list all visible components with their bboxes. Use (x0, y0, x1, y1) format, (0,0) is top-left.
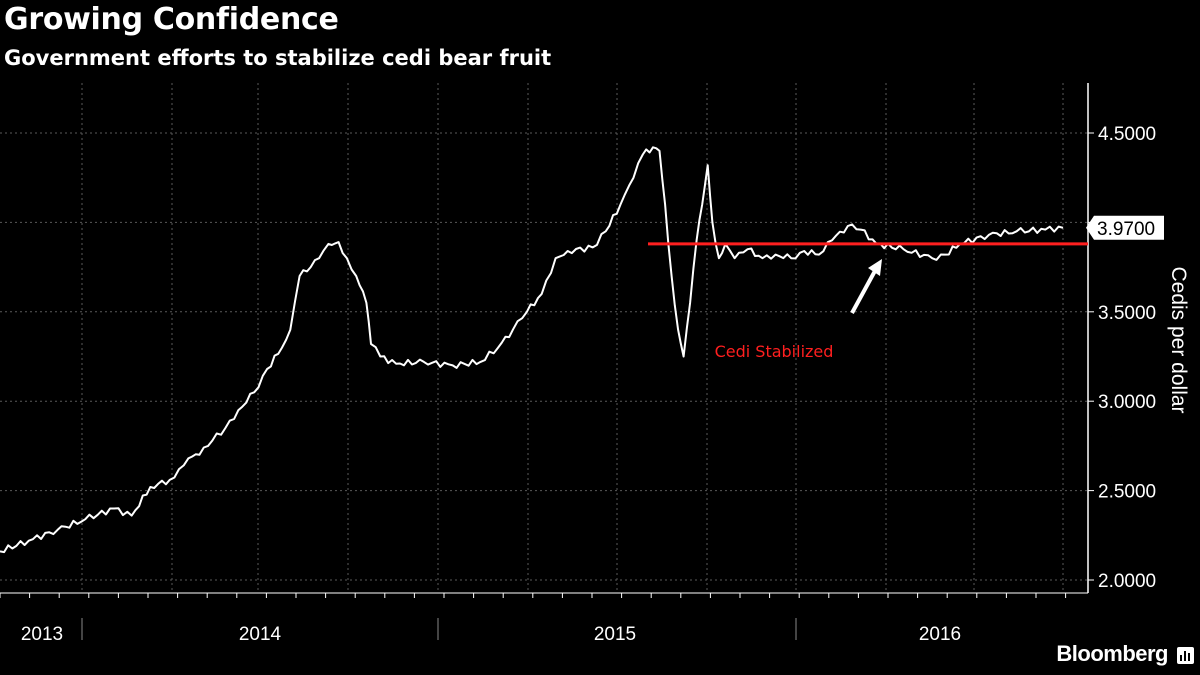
annotation-text: Cedi Stabilized (715, 342, 834, 361)
annotation-arrow (850, 268, 878, 314)
chart-subtitle: Government efforts to stabilize cedi bea… (4, 46, 552, 70)
bloomberg-icon (1177, 647, 1194, 664)
series (0, 146, 1064, 554)
x-tick-label: 2016 (919, 624, 961, 645)
y-tick-label: 3.0000 (1098, 392, 1156, 413)
y-tick-label: 4.5000 (1098, 124, 1156, 145)
y-axis-label: Cedis per dollar (1167, 266, 1190, 413)
chart-title: Growing Confidence (4, 2, 339, 37)
y-tick-label: 2.0000 (1098, 571, 1156, 592)
axes: 4.50004.00003.50003.00002.50002.00002013… (0, 83, 1190, 645)
bloomberg-logo: Bloomberg (1056, 641, 1168, 666)
y-tick-label: 2.5000 (1098, 482, 1156, 503)
overlay: 3.9700 Cedi Stabilized (648, 215, 1164, 361)
x-tick-label: 2013 (21, 624, 63, 645)
series-line (0, 146, 1064, 554)
last-value-box (1086, 215, 1164, 240)
last-value-label: 3.9700 (1097, 219, 1155, 240)
grid (0, 83, 1088, 590)
y-tick-label: 3.5000 (1098, 303, 1156, 324)
annotation-arrow-head (868, 259, 882, 276)
x-tick-label: 2014 (239, 624, 282, 645)
x-tick-label: 2015 (594, 624, 636, 645)
